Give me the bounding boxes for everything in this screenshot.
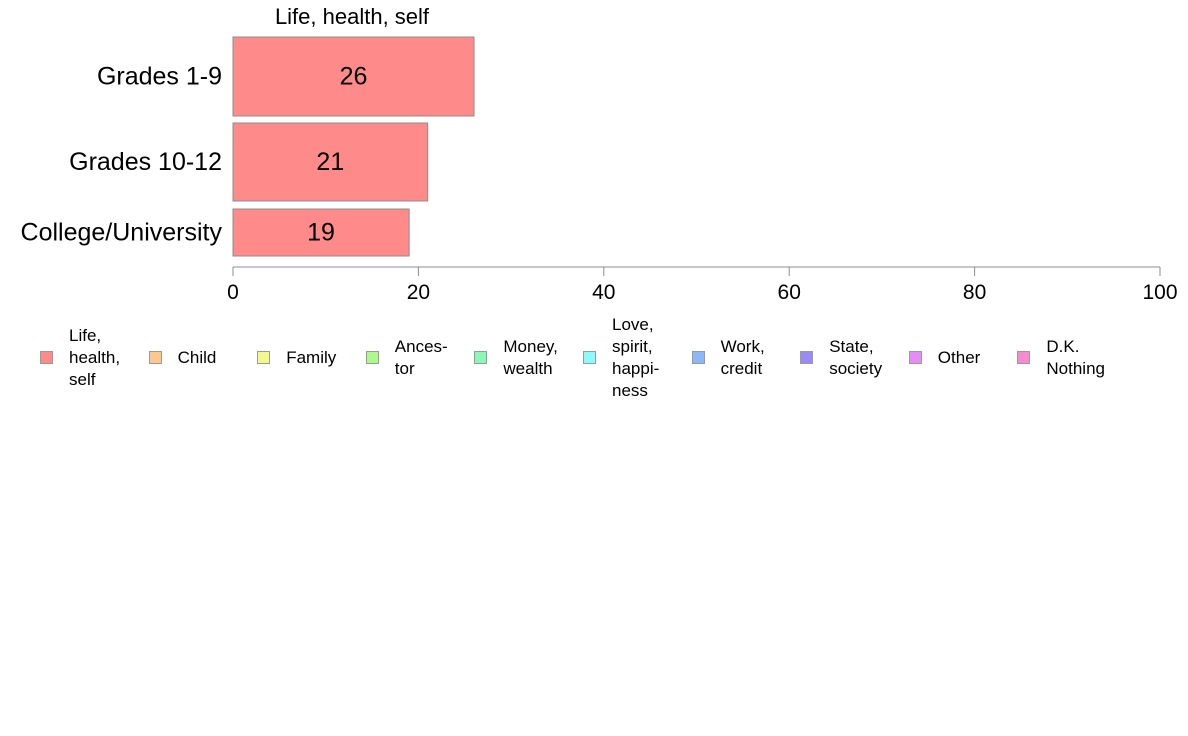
- legend-swatch: [800, 351, 814, 364]
- legend: Life, health, self Child Family Ances- tor M…: [0, 0, 1188, 400]
- legend-swatch: [908, 351, 922, 364]
- bar-value-label: 19: [307, 219, 335, 247]
- legend-label: Love, spirit, happi- ness: [612, 315, 660, 400]
- bar-value-label: 21: [316, 148, 344, 176]
- bar: [232, 36, 475, 117]
- legend-swatch: [1017, 351, 1031, 364]
- legend-label: Work, credit: [720, 337, 765, 378]
- legend-label: D.K. Nothing: [1046, 337, 1105, 378]
- legend-label: Life, health, self: [69, 326, 121, 389]
- x-tick-label: 20: [407, 281, 430, 304]
- legend-label: Child: [177, 348, 217, 367]
- bar: [232, 122, 429, 202]
- legend-swatch: [691, 351, 705, 364]
- category-label: Grades 1-9: [97, 63, 222, 91]
- x-tick-label: 40: [592, 281, 615, 304]
- category-label: College/University: [21, 219, 223, 247]
- legend-label: State, society: [829, 337, 883, 378]
- legend-swatch: [148, 351, 162, 364]
- legend-swatch: [40, 351, 53, 364]
- bars-layer: 26 Grades 1-9 21 Grades 10-12 19 College/Univ…: [21, 36, 475, 257]
- legend-label: Ances- tor: [394, 337, 448, 378]
- legend-swatch: [583, 351, 596, 364]
- x-axis-ticks: 0 20 40 60 80 100: [227, 267, 1178, 304]
- chart-title: Life, health, self: [275, 4, 430, 29]
- legend-swatch: [257, 351, 271, 364]
- legend-label: Other: [937, 348, 981, 367]
- bar-value-label: 26: [340, 63, 368, 91]
- x-tick-label: 60: [778, 281, 801, 304]
- x-tick-label: 0: [227, 281, 239, 304]
- legend-swatch: [474, 351, 488, 364]
- x-tick-label: 80: [963, 281, 986, 304]
- legend-swatch: [365, 351, 379, 364]
- x-tick-label: 100: [1142, 281, 1177, 304]
- legend-label: Money, wealth: [503, 337, 558, 378]
- category-label: Grades 10-12: [69, 148, 222, 176]
- bar: [232, 208, 410, 257]
- legend-label: Family: [286, 348, 337, 367]
